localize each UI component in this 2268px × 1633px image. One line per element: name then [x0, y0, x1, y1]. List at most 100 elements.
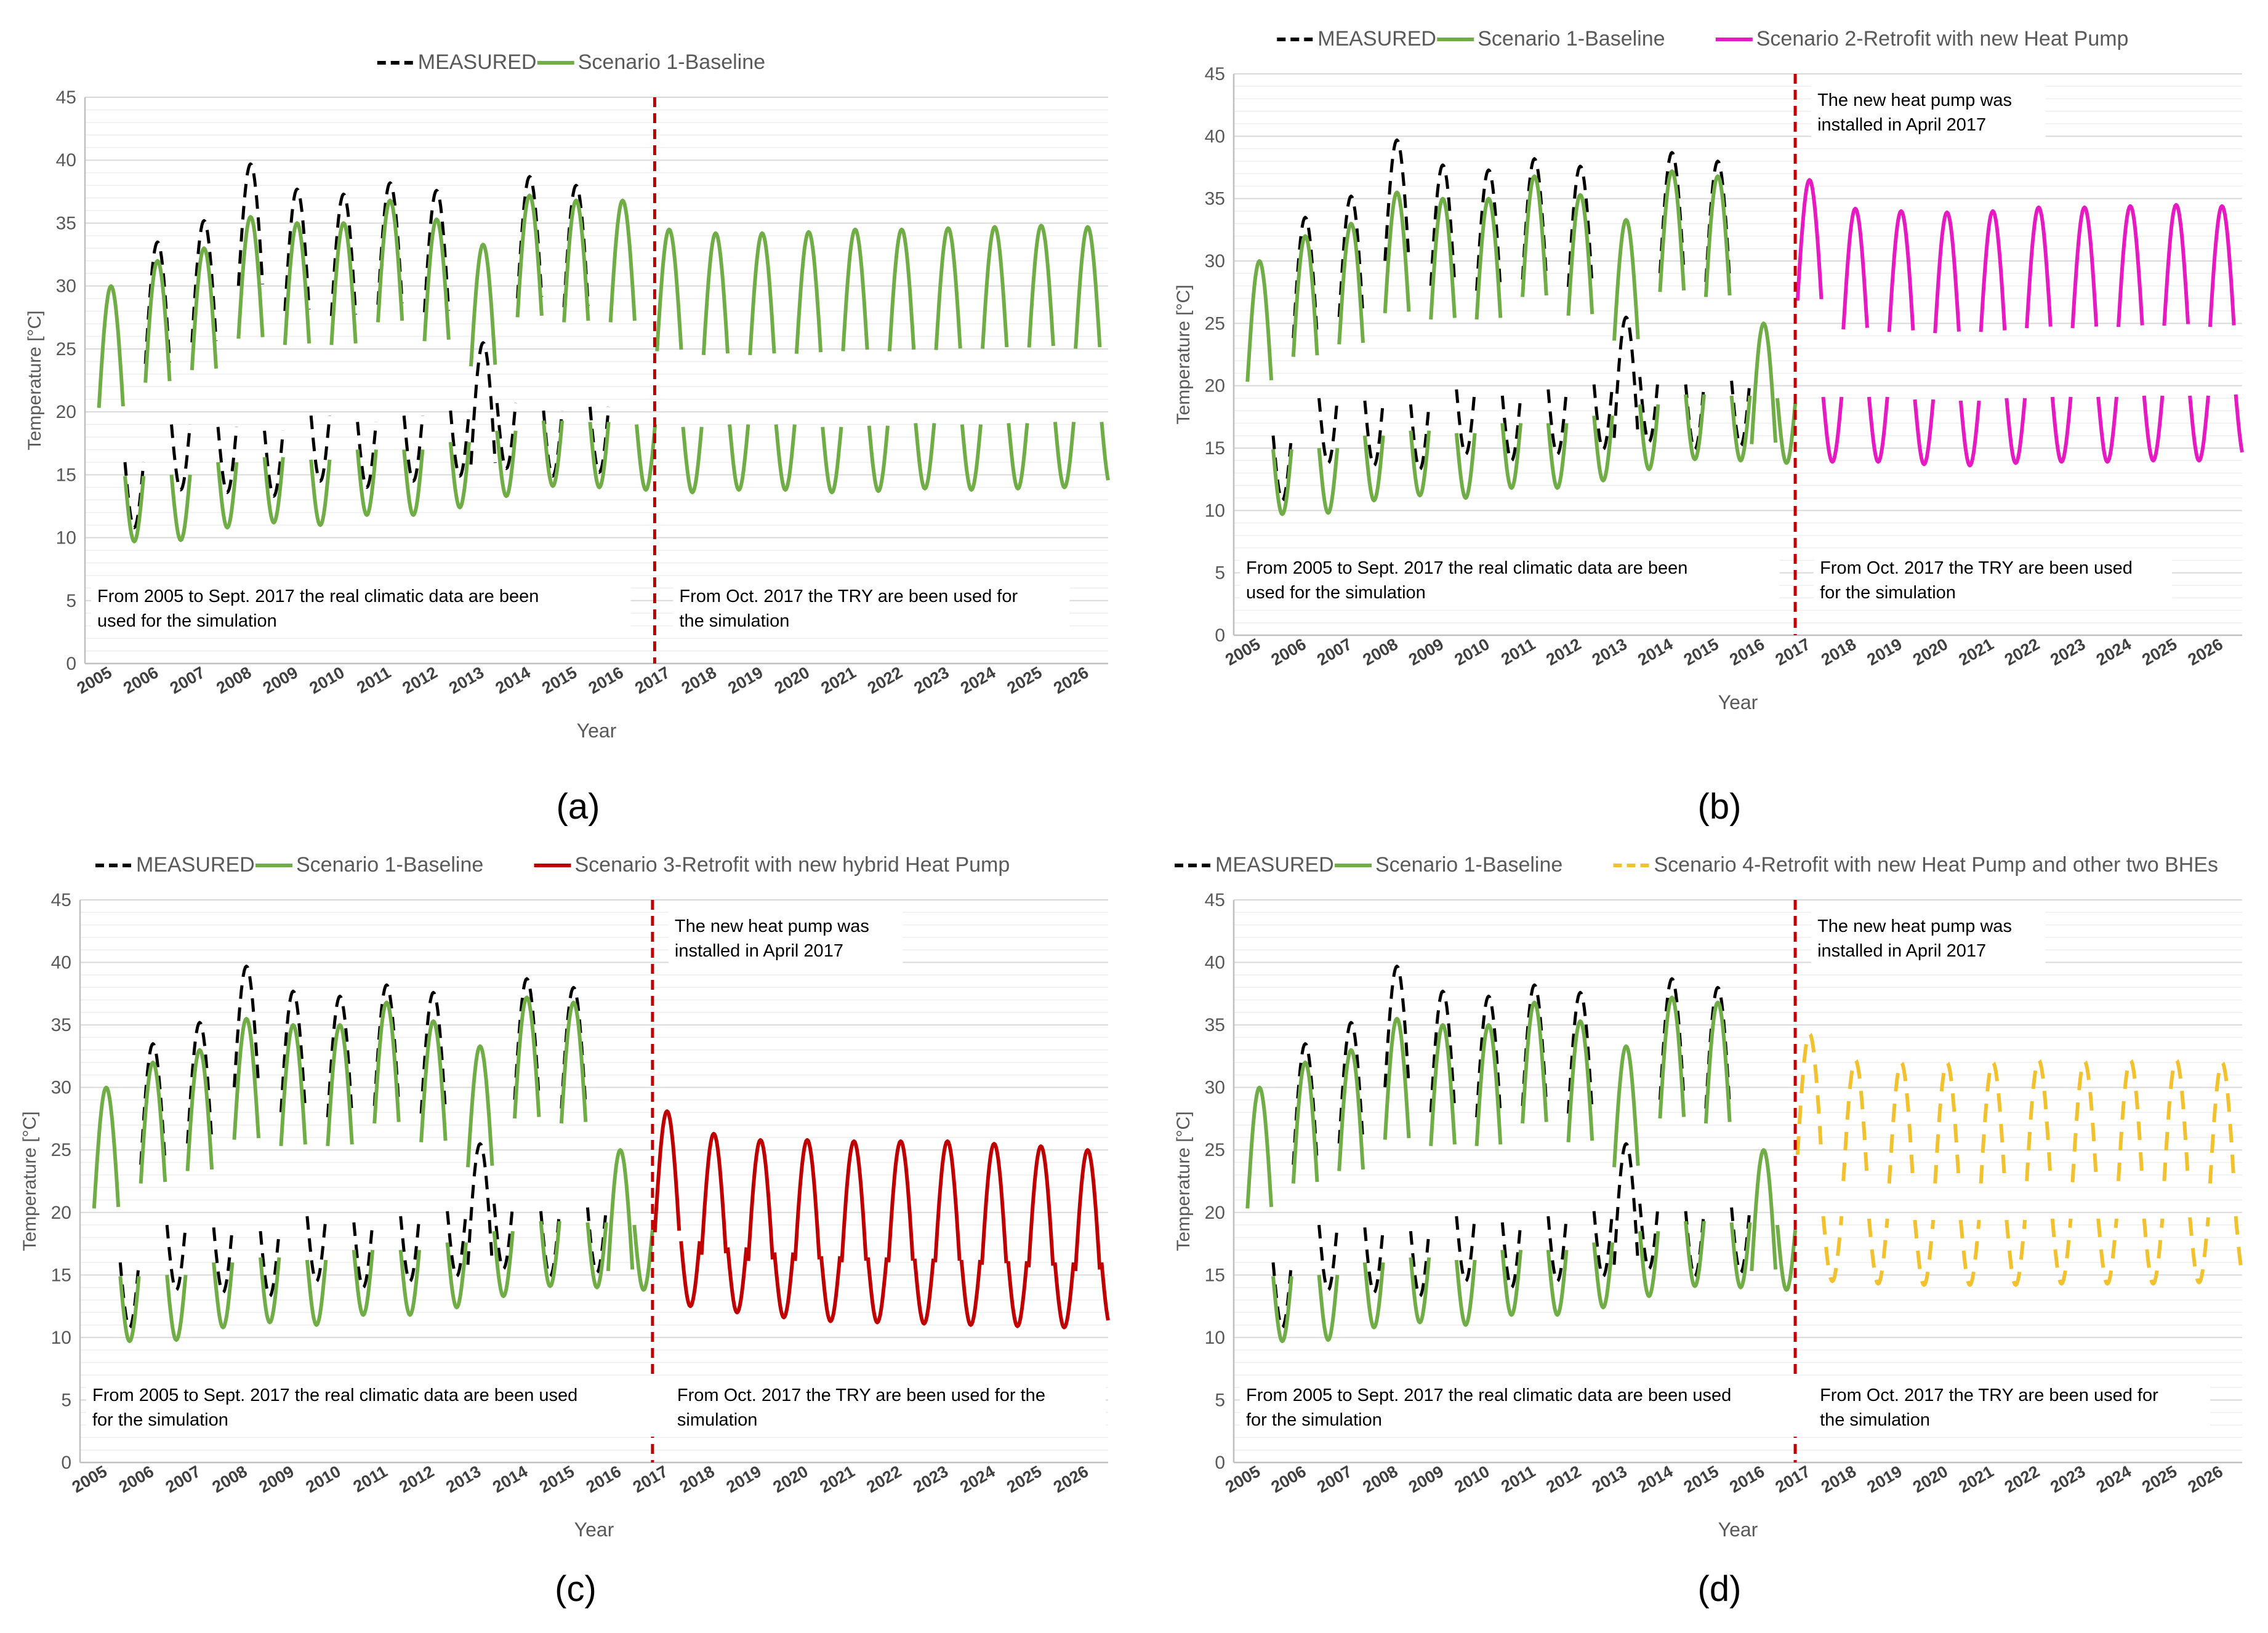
data-line-winter [1546, 1250, 1569, 1317]
x-tick-label: 2017 [630, 1462, 671, 1496]
series-scenario-1-baseline [1245, 169, 1798, 516]
note-line: From 2005 to Sept. 2017 the real climati… [1246, 1386, 1731, 1405]
y-tick-label: 40 [56, 150, 76, 171]
x-tick-label: 2018 [1818, 1462, 1859, 1496]
data-line-winter [305, 1216, 328, 1283]
x-tick-label: 2017 [1772, 635, 1814, 669]
x-tick-label: 2025 [2139, 635, 2180, 669]
x-tick-label: 2007 [1314, 635, 1355, 669]
x-tick-label: 2011 [1498, 635, 1538, 668]
data-line-winter [2096, 396, 2118, 464]
data-line-summer [1612, 315, 1640, 438]
data-line-winter [1729, 1222, 1752, 1290]
x-tick-label: 2009 [260, 663, 301, 697]
x-tick-label: 2019 [723, 1462, 765, 1496]
data-line-winter [1455, 389, 1477, 456]
y-tick-label: 10 [56, 528, 76, 548]
data-line-summer [283, 187, 311, 311]
x-tick-label: 2023 [911, 663, 952, 697]
x-tick-label: 2021 [818, 663, 859, 697]
x-tick-label: 2014 [489, 1462, 531, 1496]
y-tick-label: 20 [56, 402, 76, 422]
x-axis-title: Year [1718, 1519, 1758, 1541]
data-line-winter [1821, 1216, 1844, 1283]
data-line-summer [423, 188, 451, 313]
data-line-summer [606, 1148, 635, 1272]
data-line-winter [212, 1262, 235, 1330]
x-tick-label: 2021 [816, 1462, 858, 1496]
data-line-winter [1913, 399, 1936, 467]
y-tick-label: 0 [61, 1453, 71, 1473]
y-tick-label: 30 [1205, 1078, 1225, 1098]
x-tick-label: 2023 [2047, 1462, 2088, 1496]
note-line: used for the simulation [1246, 583, 1426, 603]
data-line-summer [1566, 1019, 1594, 1142]
x-tick-label: 2019 [1864, 635, 1905, 669]
data-line-winter [356, 422, 378, 489]
panel-caption: (b) [1698, 787, 1742, 827]
data-line-winter [1362, 435, 1385, 503]
data-line-winter [1363, 1227, 1385, 1294]
data-line-summer [1750, 321, 1778, 444]
data-line-winter [402, 415, 424, 483]
y-tick-label: 20 [1205, 1203, 1225, 1223]
x-tick-label: 2024 [957, 1462, 998, 1496]
data-line-summer [326, 994, 354, 1118]
data-line-winter [1409, 1230, 1431, 1298]
data-line-winter [493, 1203, 515, 1270]
y-tick-label: 35 [1205, 1015, 1225, 1035]
data-line-summer [1475, 168, 1502, 291]
x-tick-label: 2016 [1726, 1462, 1767, 1496]
note-background [1240, 1379, 1827, 1437]
x-tick-label: 2008 [1360, 1462, 1401, 1496]
data-line-summer [143, 259, 172, 383]
data-line-summer [1245, 259, 1274, 382]
data-line-winter [165, 1275, 188, 1342]
x-tick-label: 2022 [863, 1462, 904, 1496]
data-line-winter [866, 1257, 889, 1325]
data-line-summer [887, 227, 916, 351]
data-line-summer [1245, 1085, 1274, 1209]
data-line-summer [1795, 178, 1824, 301]
note-left: From 2005 to Sept. 2017 the real climati… [1240, 552, 1780, 609]
note-line: installed in April 2017 [1817, 115, 1986, 135]
x-tick-label: 2012 [1543, 1462, 1584, 1496]
data-line-winter [1271, 1276, 1293, 1343]
data-line-winter [1409, 430, 1431, 497]
data-line-summer [1658, 995, 1686, 1119]
data-line-summer [279, 1023, 307, 1146]
data-line-winter [355, 449, 378, 517]
data-line-winter [1100, 1262, 1110, 1321]
x-tick-label: 2022 [2001, 1462, 2043, 1496]
x-tick-label: 2023 [910, 1462, 951, 1496]
y-tick-label: 10 [51, 1328, 71, 1348]
data-line-winter [1362, 1262, 1385, 1330]
data-line-summer [1383, 965, 1410, 1088]
x-tick-label: 2005 [1222, 635, 1263, 669]
x-tick-label: 2006 [1268, 635, 1309, 669]
data-line-summer [981, 225, 1009, 349]
x-tick-label: 2020 [1910, 1462, 1951, 1496]
data-line-winter [1592, 1242, 1614, 1310]
data-line-winter [1638, 404, 1660, 471]
note-background [1240, 552, 1780, 609]
data-line-summer [422, 217, 451, 342]
note-background [1814, 552, 2173, 609]
data-line-winter [541, 420, 565, 488]
x-tick-label: 2021 [1955, 1462, 1997, 1496]
data-line-summer [2208, 204, 2236, 327]
x-tick-label: 2015 [539, 663, 580, 697]
data-line-winter [2005, 398, 2027, 465]
y-tick-label: 25 [56, 339, 76, 359]
x-tick-label: 2020 [771, 663, 813, 697]
data-line-winter [495, 430, 518, 499]
data-line-winter [1317, 1224, 1339, 1292]
data-line-winter [1007, 423, 1029, 491]
data-line-winter [960, 424, 983, 492]
x-tick-label: 2015 [536, 1462, 577, 1496]
data-line-summer [653, 1109, 682, 1233]
note-top: The new heat pump was installed in April … [1811, 910, 2046, 968]
legend-label: Scenario 1-Baseline [1478, 27, 1665, 50]
data-line-summer [190, 219, 218, 343]
